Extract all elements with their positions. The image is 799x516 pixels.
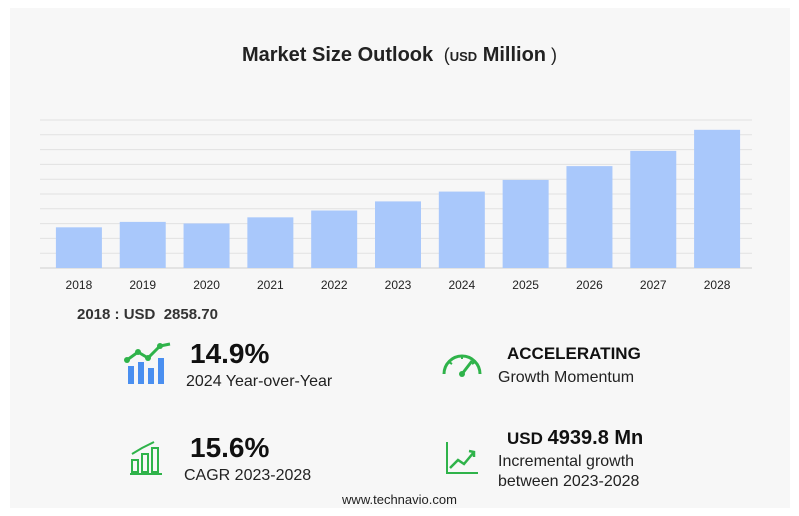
cagr-value: 15.6%	[190, 432, 270, 463]
bar-chart: 2018 2019 2020 2021 2022 2023 2024 2025 2026 2027…	[40, 119, 752, 292]
x-tick-label: 2025	[512, 278, 539, 292]
x-tick-label: 2019	[129, 278, 156, 292]
bar-2021	[247, 217, 294, 268]
x-tick-label: 2018	[66, 278, 93, 292]
footer-url: www.technavio.com	[342, 492, 457, 507]
x-tick-label: 2021	[257, 278, 284, 292]
bar-2025	[502, 179, 549, 268]
incremental-value: USD 4939.8 Mn	[507, 427, 643, 450]
bar-2024	[438, 191, 485, 268]
x-tick-label: 2024	[448, 278, 475, 292]
growth-chart-icon	[124, 342, 171, 384]
speedometer-icon	[442, 354, 482, 377]
bar-2018	[55, 227, 102, 268]
x-tick-label: 2020	[193, 278, 220, 292]
bar-2027	[630, 150, 677, 268]
x-tick-label: 2027	[640, 278, 667, 292]
yoy-label: 2024 Year-over-Year	[186, 373, 333, 390]
x-tick-label: 2028	[704, 278, 731, 292]
base-year-number: 2858.70	[163, 306, 218, 323]
base-year-label: 2018 : USD	[77, 306, 156, 323]
incremental-label-1: Incremental growth	[498, 453, 635, 470]
incremental-prefix: USD	[507, 429, 543, 448]
momentum-label: Growth Momentum	[498, 369, 635, 386]
unit-suffix: Million	[482, 44, 547, 66]
x-tick-label: 2022	[321, 278, 348, 292]
cagr-label: CAGR 2023-2028	[184, 467, 312, 484]
yoy-value: 14.9%	[190, 338, 270, 369]
x-tick-label: 2026	[576, 278, 603, 292]
base-year-value: 2018 : USD 2858.70	[77, 306, 218, 323]
bar-2028	[694, 129, 741, 268]
bar-2022	[311, 210, 358, 268]
momentum-value: ACCELERATING	[507, 344, 641, 363]
line-growth-icon	[446, 442, 478, 474]
bar-2019	[119, 221, 166, 268]
title-text: Market Size Outlook	[241, 44, 434, 66]
bar-2026	[566, 166, 613, 268]
chart-title: Market Size Outlook (USD Million )	[241, 44, 558, 66]
bar-2020	[183, 223, 230, 268]
bar-growth-icon	[130, 441, 162, 475]
incremental-number: 4939.8 Mn	[547, 427, 644, 449]
unit-prefix: USD	[449, 49, 478, 64]
bar-2023	[375, 201, 421, 268]
incremental-label-2: between 2023-2028	[498, 473, 640, 490]
x-tick-label: 2023	[385, 278, 412, 292]
